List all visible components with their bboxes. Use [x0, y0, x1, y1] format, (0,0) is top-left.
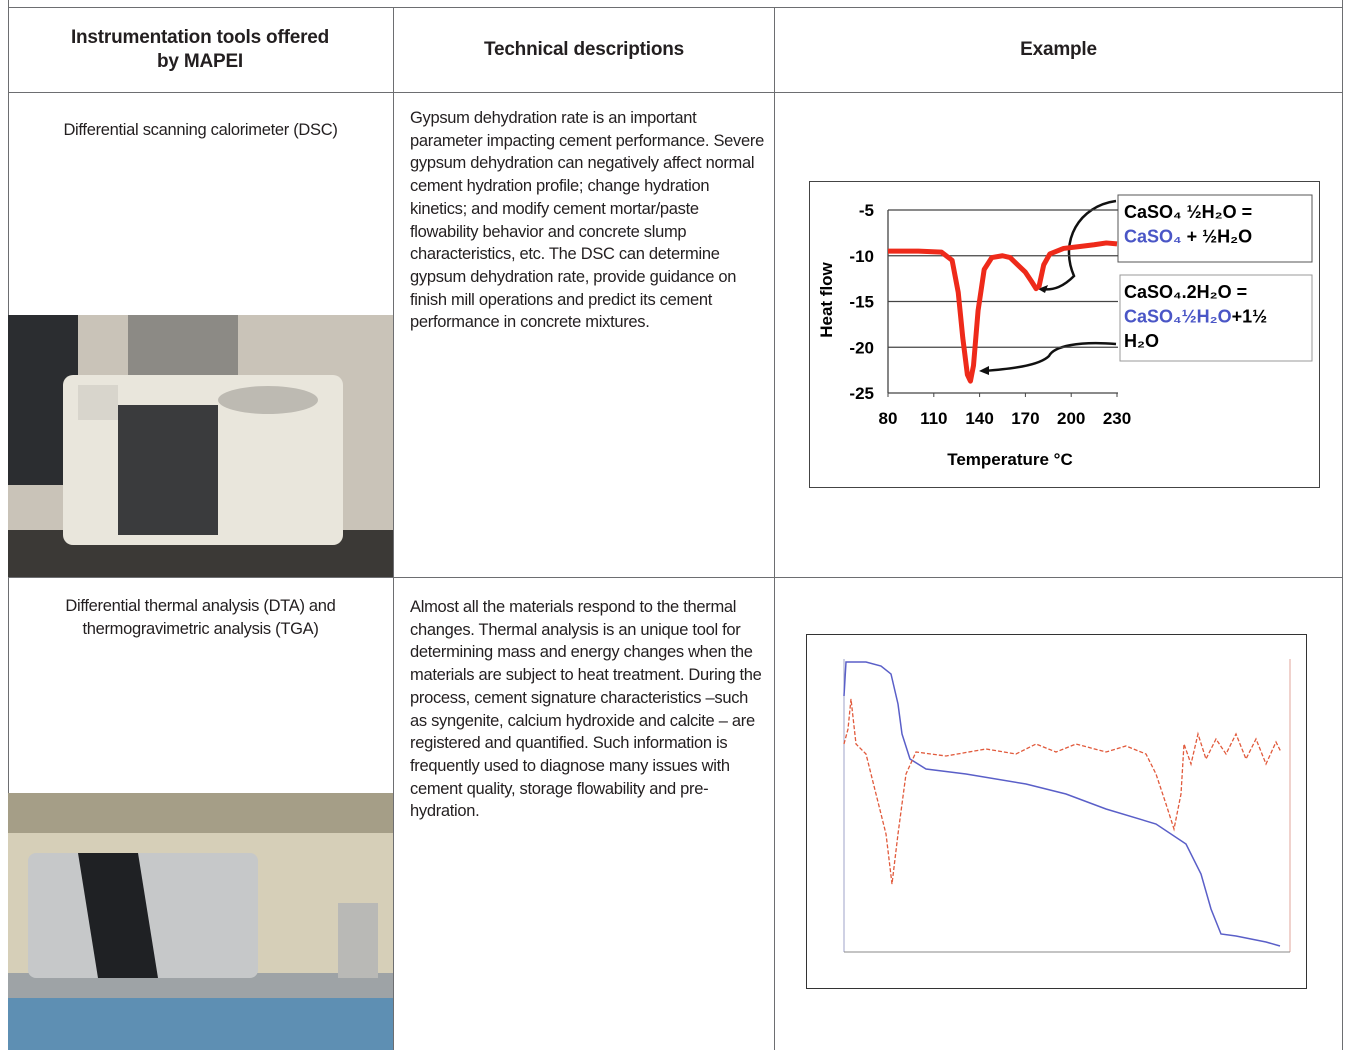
annotation: CaSO₄ ½H₂O =: [1124, 202, 1252, 222]
border: [1342, 0, 1343, 1050]
annotation-part: H₂O: [1124, 331, 1159, 351]
header-cell: Example: [1020, 38, 1097, 60]
annotation: CaSO₄.2H₂O =: [1124, 282, 1247, 302]
annotation-part: + ½H₂O: [1182, 227, 1253, 247]
x-tick-label: 110: [920, 409, 947, 428]
column-rule: [393, 7, 394, 1050]
instrument-photo: [8, 793, 393, 1050]
example-chart: [806, 634, 1307, 989]
x-axis-label: Temperature °C: [947, 450, 1073, 469]
tool-name: Differential thermal analysis (DTA) and …: [65, 597, 336, 638]
annotation-part: CaSO₄: [1124, 227, 1182, 247]
row-rule: [8, 577, 1343, 578]
x-tick-label: 170: [1011, 409, 1039, 428]
annotation: H₂O: [1124, 331, 1159, 351]
arrow-head: [979, 366, 989, 375]
annotation-box: [1119, 274, 1313, 362]
description: Gypsum dehydration rate is an important …: [410, 109, 764, 332]
y-tick-label: -5: [859, 201, 874, 220]
header-cell: Technical descriptions: [483, 38, 685, 60]
annotation-part: CaSO₄ ½H₂O =: [1124, 202, 1252, 222]
annotation-part: CaSO₄.2H₂O =: [1124, 282, 1247, 302]
x-tick-label: 230: [1103, 409, 1131, 428]
x-tick-label: 80: [879, 409, 898, 428]
row-rule: [8, 7, 1343, 8]
tool-name: Differential scanning calorimeter (DSC): [63, 121, 338, 139]
description: Almost all the materials respond to the …: [410, 598, 762, 821]
data-line: [888, 240, 1118, 384]
example-chart: -5 -10 -15 -20 -25 80 110 140 170 200 230 Temperatu…: [809, 181, 1320, 488]
annotation: CaSO₄½H₂O+1½: [1124, 307, 1267, 327]
y-tick-label: -25: [849, 384, 874, 403]
arrow-head: [1038, 285, 1048, 293]
arrow: [983, 341, 1117, 373]
instrument-photo: [8, 315, 393, 577]
chart-frame: [809, 181, 1320, 488]
column-rule: [774, 7, 775, 1050]
x-tick-label: 200: [1057, 409, 1085, 428]
y-axis-label: Heat flow: [817, 261, 836, 337]
row-rule: [8, 92, 1343, 93]
header-cell: Instrumentation tools offered by MAPEI: [70, 26, 330, 72]
y-tick-label: -20: [849, 338, 874, 357]
y-tick-label: -15: [849, 293, 874, 312]
annotation-part: CaSO₄½H₂O: [1124, 307, 1232, 327]
annotation-box: [1117, 194, 1313, 263]
y-tick-label: -10: [849, 247, 874, 266]
annotation-part: +1½: [1232, 307, 1268, 327]
annotation: CaSO₄ + ½H₂O: [1124, 227, 1252, 247]
x-tick-label: 140: [965, 409, 993, 428]
